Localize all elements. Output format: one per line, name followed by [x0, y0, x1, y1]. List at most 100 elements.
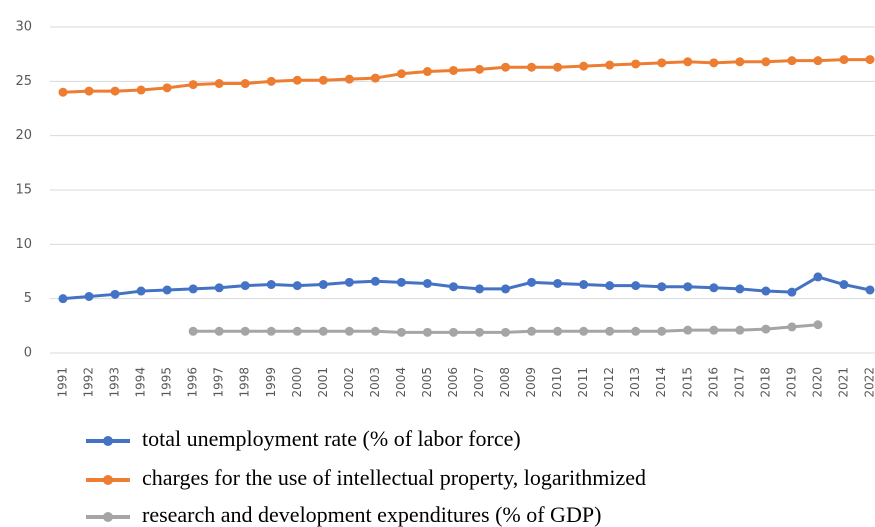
data-point — [813, 56, 823, 66]
data-point — [657, 58, 667, 68]
x-tick-label: 2009 — [524, 367, 538, 398]
data-point — [422, 278, 432, 288]
data-point — [631, 59, 641, 69]
legend-label: charges for the use of intellectual prop… — [142, 465, 646, 490]
x-tick-label: 2001 — [316, 367, 330, 398]
y-tick-label: 0 — [24, 346, 32, 361]
data-point — [709, 325, 719, 335]
data-point — [657, 326, 667, 336]
x-tick-label: 2002 — [342, 367, 356, 398]
data-point — [448, 65, 458, 75]
data-point — [527, 326, 537, 336]
data-point — [761, 57, 771, 67]
data-point — [553, 278, 563, 288]
data-point — [292, 281, 302, 291]
data-point — [136, 85, 146, 95]
data-point — [318, 280, 328, 290]
data-point — [84, 291, 94, 301]
data-point — [266, 326, 276, 336]
x-tick-label: 2004 — [394, 367, 408, 398]
data-point — [579, 61, 589, 71]
series-line — [62, 58, 870, 94]
data-point — [787, 56, 797, 66]
data-point — [865, 285, 875, 295]
x-tick-label: 2014 — [654, 367, 668, 398]
data-point — [162, 285, 172, 295]
data-point — [344, 277, 354, 287]
data-point — [683, 57, 693, 67]
data-point — [318, 75, 328, 85]
data-point — [396, 69, 406, 79]
data-point — [422, 327, 432, 337]
data-point — [266, 76, 276, 86]
y-tick-label: 10 — [15, 237, 32, 252]
data-point — [527, 62, 537, 72]
x-tick-label: 2003 — [368, 367, 382, 398]
data-point — [631, 281, 641, 291]
data-point — [787, 322, 797, 332]
x-tick-label: 2019 — [784, 367, 798, 398]
data-point — [292, 326, 302, 336]
data-point — [240, 281, 250, 291]
data-point — [631, 326, 641, 336]
data-point — [839, 280, 849, 290]
data-point — [448, 327, 458, 337]
x-tick-label: 2012 — [602, 367, 616, 398]
x-tick-label: 1992 — [82, 367, 96, 398]
data-point — [527, 277, 537, 287]
data-point — [709, 58, 719, 68]
data-point — [110, 289, 120, 299]
data-point — [136, 286, 146, 296]
x-tick-label: 2017 — [732, 367, 746, 398]
data-point — [448, 282, 458, 292]
data-point — [58, 87, 68, 97]
data-point — [839, 55, 849, 65]
x-tick-label: 1997 — [212, 367, 226, 398]
data-point — [370, 326, 380, 336]
data-point — [84, 86, 94, 96]
legend-marker — [103, 475, 113, 485]
data-point — [58, 294, 68, 304]
data-point — [110, 86, 120, 96]
x-tick-label: 2000 — [290, 367, 304, 398]
data-point — [240, 326, 250, 336]
data-point — [735, 57, 745, 67]
data-point — [501, 62, 511, 72]
series-line — [62, 275, 871, 301]
data-point — [683, 325, 693, 335]
data-point — [605, 281, 615, 291]
data-point — [787, 287, 797, 297]
data-point — [579, 280, 589, 290]
data-point — [735, 325, 745, 335]
data-point — [422, 67, 432, 77]
data-point — [214, 326, 224, 336]
data-point — [553, 62, 563, 72]
x-tick-label: 2018 — [758, 367, 772, 398]
data-point — [188, 284, 198, 294]
data-point — [501, 327, 511, 337]
x-tick-label: 2007 — [472, 367, 486, 398]
x-tick-label: 2008 — [498, 367, 512, 398]
data-point — [683, 282, 693, 292]
data-point — [475, 64, 485, 74]
data-point — [318, 326, 328, 336]
data-point — [188, 326, 198, 336]
data-point — [344, 326, 354, 336]
data-point — [396, 327, 406, 337]
y-tick-label: 30 — [15, 20, 32, 35]
x-tick-label: 2005 — [420, 367, 434, 398]
x-tick-label: 1995 — [160, 367, 174, 398]
x-tick-label: 2022 — [863, 367, 875, 398]
legend-marker — [103, 512, 113, 522]
data-point — [605, 60, 615, 70]
legend-marker — [103, 436, 113, 446]
data-point — [214, 283, 224, 293]
data-point — [370, 73, 380, 83]
data-point — [735, 284, 745, 294]
x-tick-label: 2010 — [550, 367, 564, 398]
x-tick-label: 2016 — [706, 367, 720, 398]
data-point — [709, 283, 719, 293]
x-tick-label: 2011 — [576, 367, 590, 398]
x-tick-label: 2020 — [810, 367, 824, 398]
data-point — [162, 83, 172, 93]
